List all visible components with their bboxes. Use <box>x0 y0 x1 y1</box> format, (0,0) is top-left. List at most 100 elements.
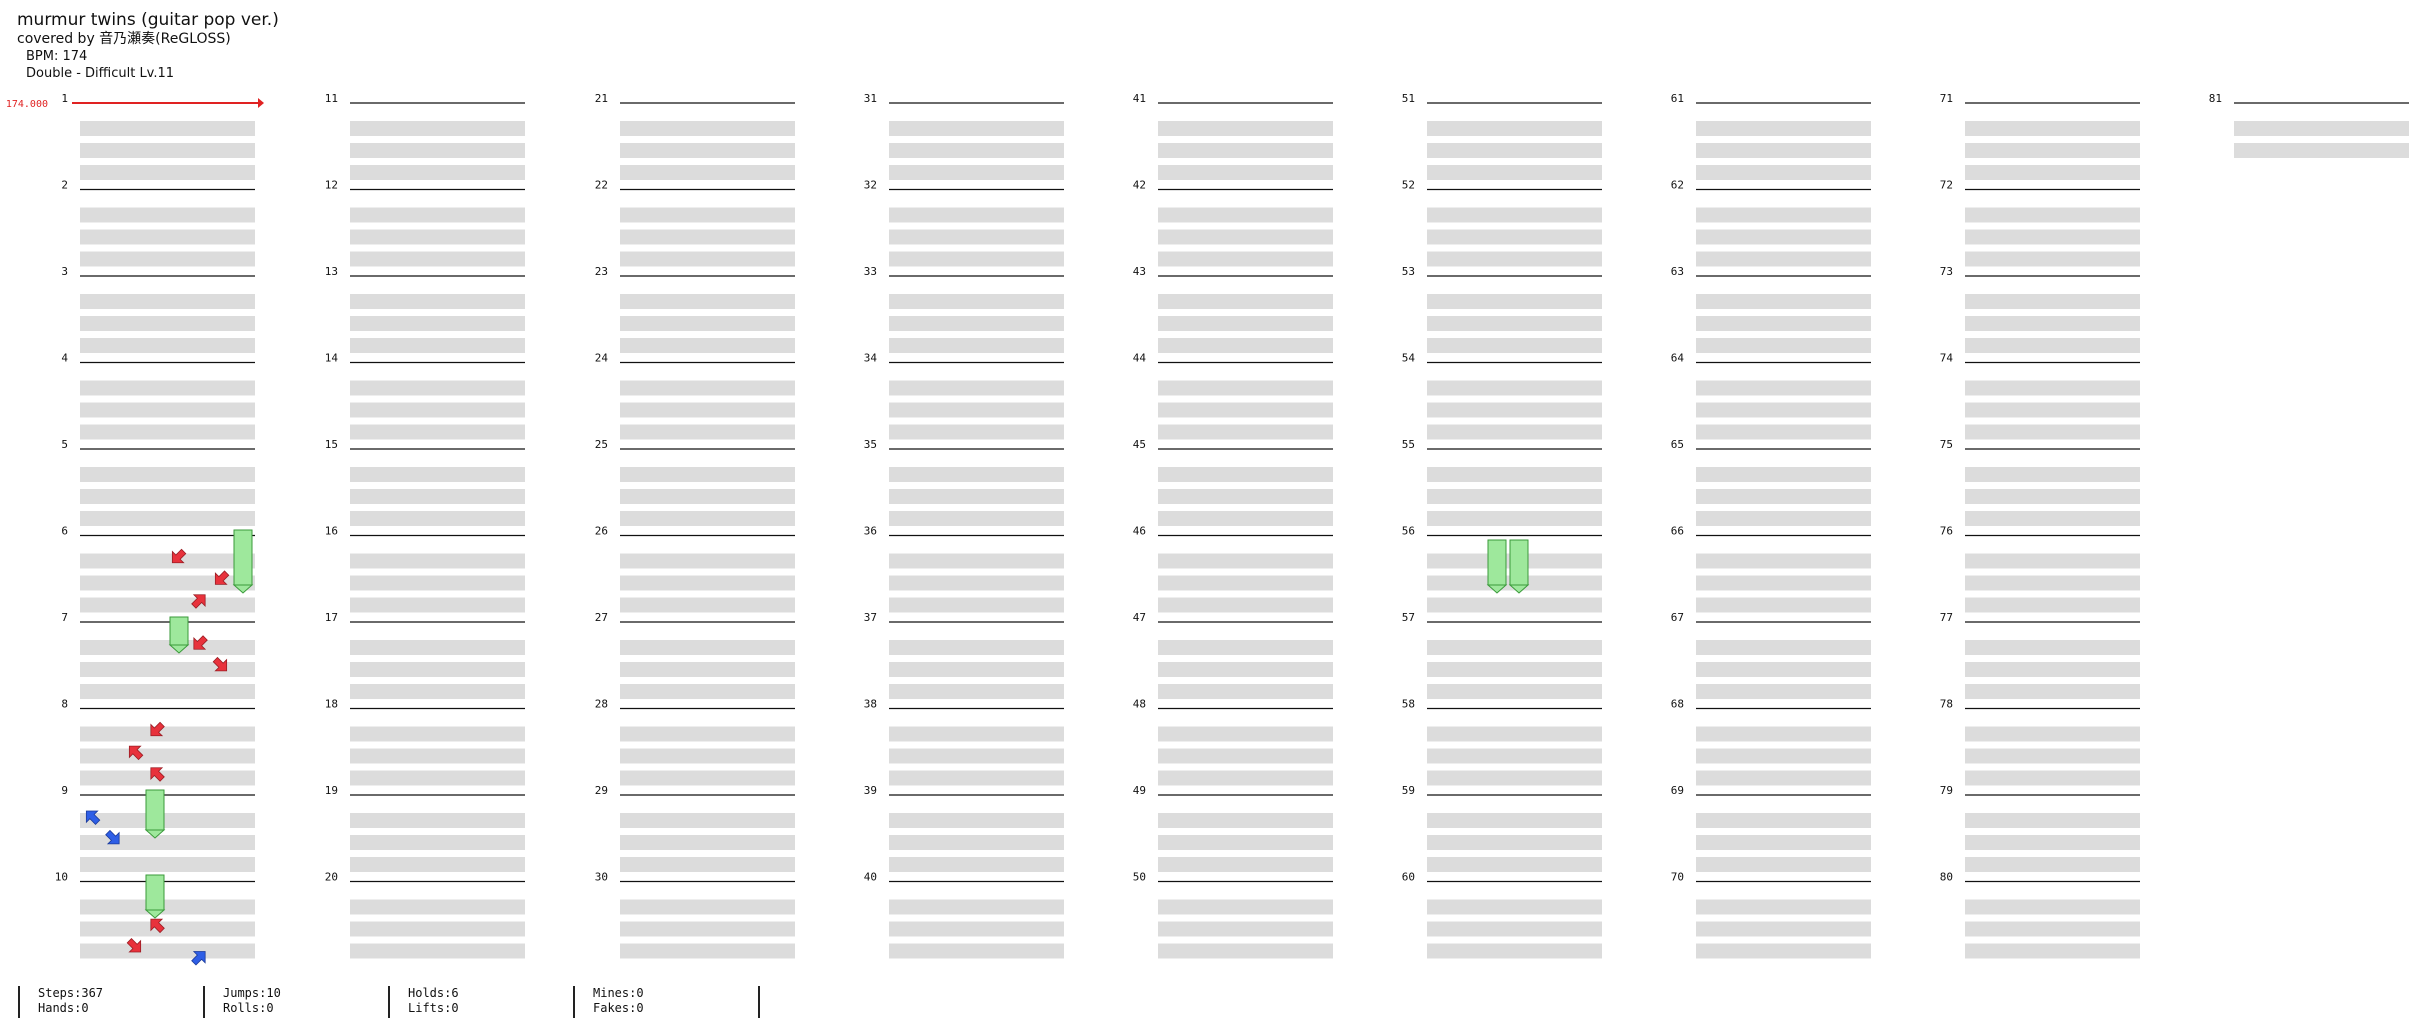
measure-number: 66 <box>1671 525 1684 538</box>
beat-row-shade <box>350 489 525 504</box>
stat-mines: Mines:0 <box>593 986 644 1000</box>
measure-29: 29 <box>595 784 795 872</box>
difficulty-info: Double - Difficult Lv.11 <box>26 66 175 81</box>
beat-row-shade <box>1427 857 1602 872</box>
beat-row-shade <box>889 553 1064 569</box>
beat-row-shade <box>889 165 1064 180</box>
beat-row-shade <box>1965 813 2140 828</box>
beat-row-shade <box>1427 316 1602 331</box>
beat-row-shade <box>1158 143 1333 158</box>
beat-row-shade <box>1965 770 2140 786</box>
measure-23: 23 <box>595 265 795 353</box>
beat-row-shade <box>350 943 525 959</box>
beat-row-shade <box>350 402 525 418</box>
beat-row-shade <box>350 726 525 742</box>
beat-row-shade <box>80 316 255 331</box>
stat-holds: Holds:6 <box>408 986 459 1000</box>
measure-26: 26 <box>595 525 795 613</box>
beat-row-shade <box>350 467 525 482</box>
beat-row-shade <box>1427 943 1602 959</box>
measure-number: 61 <box>1671 92 1684 105</box>
measure-2: 2 <box>61 179 255 267</box>
beat-row-shade <box>1696 121 1871 136</box>
beat-row-shade <box>350 813 525 828</box>
beat-row-shade <box>620 229 795 245</box>
beat-row-shade <box>1427 229 1602 245</box>
beat-row-shade <box>1427 251 1602 267</box>
measure-number: 43 <box>1133 265 1146 278</box>
measure-number: 44 <box>1133 352 1147 365</box>
beat-row-shade <box>620 553 795 569</box>
measure-73: 73 <box>1940 265 2140 353</box>
beat-row-shade <box>889 294 1064 309</box>
beat-row-shade <box>620 597 795 613</box>
beat-row-shade <box>1158 597 1333 613</box>
stats-footer: Steps:367 Hands:0 Jumps:10 Rolls:0 Holds… <box>0 986 762 1018</box>
measure-number: 16 <box>325 525 338 538</box>
measure-37: 37 <box>864 611 1064 699</box>
beat-row-shade <box>620 467 795 482</box>
beat-row-shade <box>350 640 525 655</box>
measure-number: 63 <box>1671 265 1684 278</box>
stat-hands: Hands:0 <box>38 1001 89 1015</box>
measure-number: 35 <box>864 438 877 451</box>
beat-row-shade <box>1965 294 2140 309</box>
measure-number: 42 <box>1133 179 1146 192</box>
measure-number: 62 <box>1671 179 1684 192</box>
measure-41: 41 <box>1133 92 1333 180</box>
measure-19: 19 <box>325 784 525 872</box>
beat-row-shade <box>1427 294 1602 309</box>
measure-31: 31 <box>864 92 1064 180</box>
beat-row-shade <box>1158 662 1333 677</box>
beat-row-shade <box>80 943 255 959</box>
measure-9: 9 <box>61 784 255 872</box>
beat-row-shade <box>1965 251 2140 267</box>
hold-note <box>144 789 166 839</box>
measure-16: 16 <box>325 525 525 613</box>
measure-44: 44 <box>1133 352 1333 440</box>
measure-76: 76 <box>1940 525 2140 613</box>
beat-row-shade <box>1427 899 1602 915</box>
beat-row-shade <box>1696 316 1871 331</box>
measure-number: 77 <box>1940 611 1953 624</box>
beat-row-shade <box>1158 467 1333 482</box>
beat-row-shade <box>1965 316 2140 331</box>
beat-row-shade <box>1696 575 1871 591</box>
measure-number: 8 <box>61 698 68 711</box>
beat-row-shade <box>1158 489 1333 504</box>
beat-row-shade <box>350 662 525 677</box>
beat-row-shade <box>889 835 1064 850</box>
beat-row-shade <box>1965 597 2140 613</box>
bpm-info: BPM: 174 <box>26 49 88 64</box>
beat-row-shade <box>80 899 255 915</box>
measure-number: 73 <box>1940 265 1953 278</box>
stat-group-holds: Holds:6 Lifts:0 <box>388 986 573 1018</box>
beat-row-shade <box>889 511 1064 526</box>
beat-row-shade <box>1158 921 1333 937</box>
beat-row-shade <box>1696 489 1871 504</box>
beat-row-shade <box>1696 294 1871 309</box>
beat-row-shade <box>889 316 1064 331</box>
beat-row-shade <box>350 921 525 937</box>
beat-row-shade <box>620 748 795 764</box>
measure-24: 24 <box>595 352 795 440</box>
measure-number: 70 <box>1671 871 1684 884</box>
measure-number: 52 <box>1402 179 1415 192</box>
measure-38: 38 <box>864 698 1064 786</box>
beat-row-shade <box>1158 813 1333 828</box>
measure-25: 25 <box>595 438 795 526</box>
beat-row-shade <box>80 489 255 504</box>
beat-row-shade <box>889 467 1064 482</box>
beat-row-shade <box>1158 229 1333 245</box>
beat-row-shade <box>1158 748 1333 764</box>
measure-5: 5 <box>61 438 255 526</box>
beat-row-shade <box>80 770 255 786</box>
measure-number: 74 <box>1940 352 1954 365</box>
beat-row-shade <box>620 207 795 223</box>
beat-row-shade <box>1158 640 1333 655</box>
measure-15: 15 <box>325 438 525 526</box>
measure-45: 45 <box>1133 438 1333 526</box>
beat-row-shade <box>620 813 795 828</box>
measure-number: 60 <box>1402 871 1415 884</box>
beat-row-shade <box>1427 748 1602 764</box>
